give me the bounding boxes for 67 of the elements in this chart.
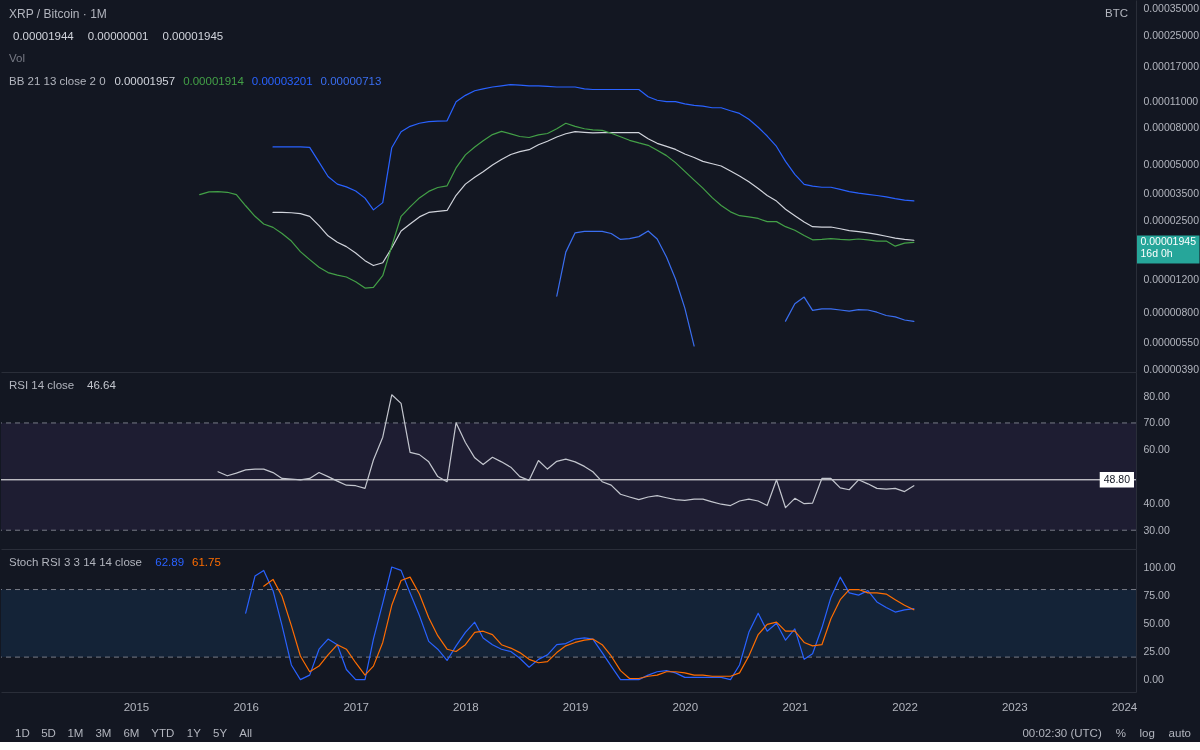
x-tick-label: 2017 [343, 700, 369, 713]
text: % [1115, 727, 1126, 739]
y-tick-label: 0.00003500 [1143, 187, 1200, 200]
text: 1Y [186, 727, 202, 739]
y-tick-label: 0.00017000 [1143, 60, 1200, 73]
y-tick-label: 0.00001200 [1143, 273, 1200, 286]
y-tick-label: 0.00008000 [1143, 120, 1200, 133]
y-tick-label: 100.00 [1143, 560, 1176, 573]
text: All [239, 727, 253, 739]
text: 0.00001957 [114, 74, 176, 87]
text: 61.75 [192, 556, 221, 568]
legend-title: BB 21 13 close 2 0 [9, 74, 106, 87]
y-tick-label: 0.00000550 [1143, 335, 1200, 348]
annotation: 0.00000001 [87, 29, 149, 42]
text: 1M [67, 727, 84, 739]
text: XRP / Bitcoin · 1M [9, 7, 107, 21]
line-series [217, 394, 915, 509]
x-tick-label: 2021 [782, 700, 809, 713]
text: 5Y [213, 727, 228, 739]
text: 0.00000713 [320, 74, 382, 87]
text: 00:02:30 (UTC) [1022, 727, 1102, 739]
y-tick-label: 30.00 [1143, 523, 1170, 536]
x-tick-label: 2018 [453, 700, 479, 713]
y-tick-label: 40.00 [1143, 496, 1170, 509]
text: YTD [151, 727, 175, 739]
y-tick-label: 50.00 [1143, 616, 1170, 629]
annotation: BTC [1105, 7, 1128, 19]
y-tick-label: 75.00 [1143, 588, 1170, 601]
text: 6M [123, 727, 140, 739]
y-tick-label: 80.00 [1143, 389, 1170, 402]
line-series [272, 84, 915, 211]
text: 62.89 [155, 556, 185, 568]
text: 0.00003201 [251, 74, 313, 87]
y-tick-label: 0.00025000 [1143, 29, 1200, 42]
y-tick-label: 0.00000390 [1143, 363, 1200, 376]
legend-title: Stoch RSI 3 3 14 14 close [9, 556, 142, 568]
x-tick-label: 2023 [1001, 700, 1028, 713]
text: auto [1168, 727, 1191, 739]
y-tick-label: 0.00000800 [1143, 305, 1200, 318]
text: 1D [15, 727, 30, 739]
annotation: Vol [9, 52, 25, 64]
text: 46.64 [87, 379, 117, 391]
y-tick-label: 0.00035000 [1143, 2, 1200, 15]
x-tick-label: 2024 [1111, 700, 1138, 713]
legend-title: RSI 14 close [9, 379, 75, 391]
x-tick-label: 2020 [672, 700, 699, 713]
text: 0.00001914 [183, 74, 245, 87]
y-tick-label: 60.00 [1143, 443, 1170, 456]
line-series [272, 131, 915, 267]
text: 3M [95, 727, 112, 739]
line-series [199, 122, 915, 289]
y-tick-label: 70.00 [1143, 416, 1170, 429]
text: log [1139, 727, 1155, 739]
x-tick-label: 2015 [123, 700, 150, 713]
x-tick-label: 2019 [562, 700, 589, 713]
text: 5D [41, 727, 56, 739]
annotation: 0.00001944 [13, 29, 75, 42]
annotation: 0.00001945 [162, 29, 224, 42]
y-tick-label: 0.00 [1143, 673, 1165, 686]
x-tick-label: 2016 [233, 700, 259, 713]
y-tick-label: 0.00002500 [1143, 214, 1200, 227]
text: 0.00001945 16d 0h [1140, 234, 1197, 260]
x-tick-label: 2022 [892, 700, 918, 713]
y-tick-label: 25.00 [1143, 644, 1170, 657]
y-tick-label: 0.00011000 [1143, 95, 1199, 108]
y-tick-label: 0.00005000 [1143, 158, 1200, 171]
ref-line-label: 48.80 [1103, 472, 1131, 485]
